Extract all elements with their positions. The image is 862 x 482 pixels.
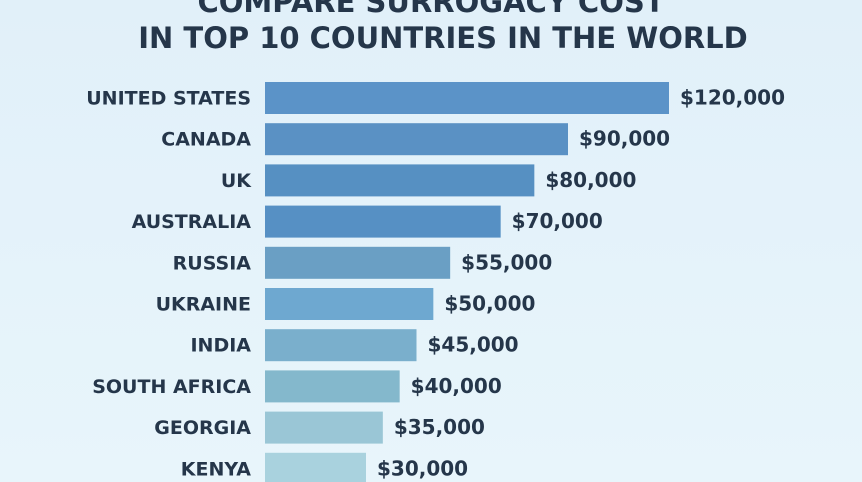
value-label: $80,000 xyxy=(545,168,636,192)
category-label: UK xyxy=(221,170,252,192)
bar xyxy=(265,329,417,362)
bar xyxy=(265,370,400,403)
bar xyxy=(265,123,568,156)
value-label: $35,000 xyxy=(394,415,485,439)
value-label: $45,000 xyxy=(428,333,519,357)
category-label: AUSTRALIA xyxy=(132,211,252,233)
bar xyxy=(265,205,501,238)
bar xyxy=(265,411,383,444)
value-label: $30,000 xyxy=(377,456,468,480)
value-label: $55,000 xyxy=(461,250,552,274)
chart-title: COMPARE SURROGACY COST xyxy=(197,0,664,19)
category-label: KENYA xyxy=(181,458,252,480)
category-label: SOUTH AFRICA xyxy=(92,376,251,398)
bar xyxy=(265,452,366,482)
category-label: GEORGIA xyxy=(154,417,251,439)
category-label: INDIA xyxy=(190,335,251,357)
value-label: $120,000 xyxy=(680,86,785,110)
value-label: $70,000 xyxy=(512,209,603,233)
chart-title: IN TOP 10 COUNTRIES IN THE WORLD xyxy=(138,21,747,55)
category-label: UKRAINE xyxy=(156,294,251,316)
value-label: $50,000 xyxy=(444,292,535,316)
category-label: RUSSIA xyxy=(173,252,252,274)
bar xyxy=(265,164,535,197)
category-label: UNITED STATES xyxy=(86,88,251,110)
value-label: $40,000 xyxy=(411,374,502,398)
bar xyxy=(265,246,451,279)
bar xyxy=(265,82,669,114)
bar xyxy=(265,288,434,320)
category-label: CANADA xyxy=(161,129,251,151)
value-label: $90,000 xyxy=(579,127,670,151)
